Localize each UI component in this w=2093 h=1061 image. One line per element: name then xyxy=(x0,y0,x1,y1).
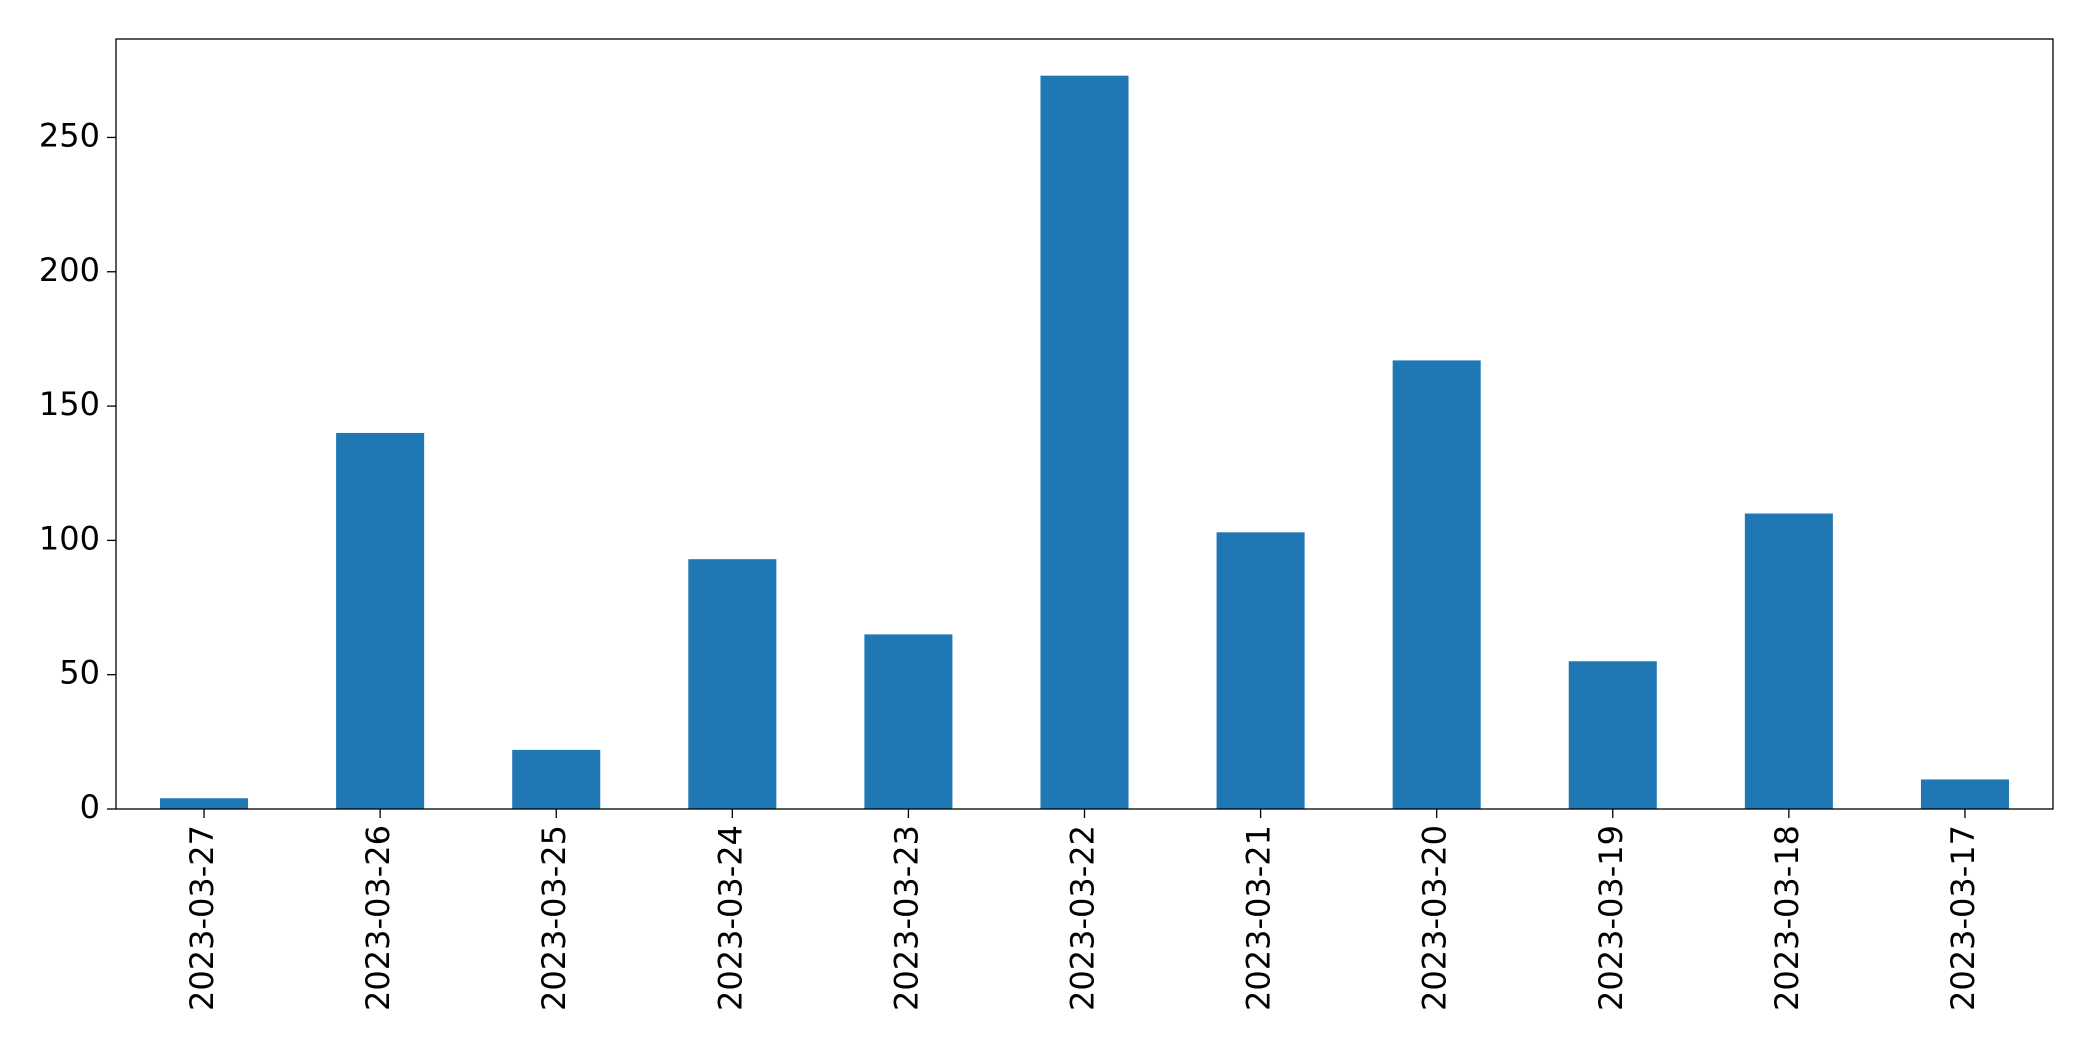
x-tick-label: 2023-03-19 xyxy=(1592,825,1630,1011)
x-tick-label: 2023-03-24 xyxy=(711,825,749,1011)
plot-frame xyxy=(115,38,2054,810)
y-tick-label: 200 xyxy=(39,251,100,289)
bar xyxy=(512,749,601,809)
bar xyxy=(1744,513,1833,809)
bar xyxy=(688,559,777,809)
bar xyxy=(1040,75,1129,809)
x-tick-label: 2023-03-27 xyxy=(183,825,221,1011)
bar xyxy=(1568,661,1657,809)
bar xyxy=(160,798,249,809)
y-tick-label: 50 xyxy=(59,654,100,692)
bar xyxy=(1216,532,1305,809)
x-tick-label: 2023-03-26 xyxy=(359,825,397,1011)
x-tick-label: 2023-03-18 xyxy=(1768,825,1806,1011)
x-tick-label: 2023-03-23 xyxy=(887,825,925,1011)
bar xyxy=(864,634,953,809)
bar xyxy=(336,432,425,809)
y-tick-label: 100 xyxy=(39,519,100,557)
x-tick-label: 2023-03-21 xyxy=(1240,825,1278,1011)
bar xyxy=(1920,779,2009,809)
y-tick-label: 250 xyxy=(39,116,100,154)
bar xyxy=(1392,360,1481,809)
y-tick-label: 150 xyxy=(39,385,100,423)
x-tick-label: 2023-03-22 xyxy=(1064,825,1102,1011)
y-tick-label: 0 xyxy=(80,788,100,826)
x-tick-label: 2023-03-25 xyxy=(535,825,573,1011)
x-tick-label: 2023-03-17 xyxy=(1944,825,1982,1011)
x-tick-label: 2023-03-20 xyxy=(1416,825,1454,1011)
